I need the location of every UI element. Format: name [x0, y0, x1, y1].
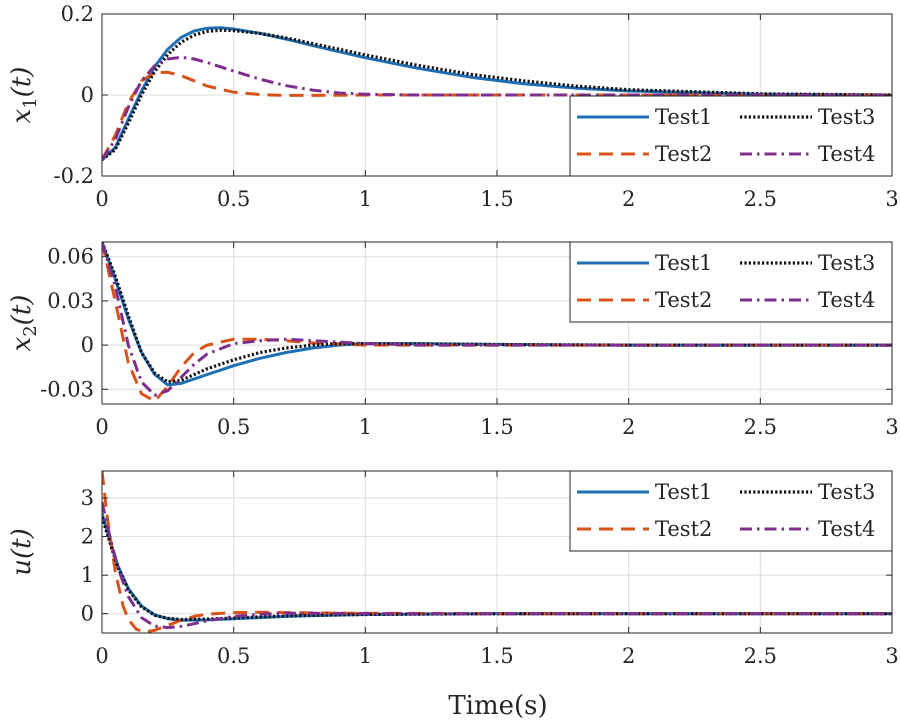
x-tick-label: 0.5: [217, 415, 250, 439]
x-tick-label: 2: [622, 187, 635, 211]
x-tick-label: 1.5: [480, 415, 513, 439]
x-tick-label: 2: [622, 644, 635, 668]
x-tick-label: 0: [95, 415, 108, 439]
legend-label-test1: Test1: [655, 251, 712, 275]
legend-label-test4: Test4: [818, 288, 875, 312]
y-tick-label: 0.06: [47, 245, 94, 269]
legend-label-test4: Test4: [818, 517, 875, 541]
y-label-symbol: x: [7, 336, 37, 351]
x-tick-label: 1: [359, 644, 372, 668]
x-tick-label: 1.5: [480, 187, 513, 211]
series-group: [102, 242, 892, 403]
x-axis-label: Time(s): [448, 691, 547, 721]
y-tick-label: 0: [81, 83, 94, 107]
x-tick-label: 0.5: [217, 187, 250, 211]
y-tick-label: 3: [81, 486, 94, 510]
y-label-symbol: u: [7, 559, 37, 576]
y-tick-label: -0.2: [54, 164, 95, 188]
subplot-x2: 0 0.5 1 1.5 2 2.5 3-0.0300.030.06x2(t)Test1Tes…: [7, 241, 899, 439]
series-line-test4: [102, 55, 892, 161]
x-tick-label: 3: [885, 644, 898, 668]
series-line-test3: [102, 242, 892, 384]
y-tick-label: 1: [81, 563, 94, 587]
legend-label-test3: Test3: [818, 480, 875, 504]
y-axis-label: x2(t): [7, 295, 41, 352]
y-label-argument: (t): [7, 67, 37, 98]
y-label-subscript: 1: [20, 97, 41, 108]
legend-label-test2: Test2: [655, 142, 712, 166]
legend-label-test4: Test4: [818, 142, 875, 166]
x-tick-label: 2.5: [744, 415, 777, 439]
subplot-u: 0 0.5 1 1.5 2 2.5 30123u(t)Test1Test2Test3Test…: [7, 470, 899, 668]
x-tick-label: 0.5: [217, 644, 250, 668]
legend-label-test2: Test2: [655, 517, 712, 541]
legend: Test1 Test2 Test3 Test4: [569, 241, 893, 323]
legend: Test1 Test2 Test3 Test4: [569, 470, 893, 552]
y-tick-label: -0.03: [40, 377, 94, 401]
series-group: [102, 471, 892, 633]
legend: Test1 Test2 Test3 Test4: [569, 95, 893, 177]
x-tick-label: 3: [885, 187, 898, 211]
x-tick-label: 2: [622, 415, 635, 439]
x-tick-label: 2.5: [744, 187, 777, 211]
y-tick-label: 0.03: [47, 289, 94, 313]
y-label-argument: (t): [7, 295, 37, 326]
legend-label-test1: Test1: [655, 480, 712, 504]
x-tick-label: 1.5: [480, 644, 513, 668]
y-label-symbol: x: [7, 108, 37, 123]
legend-box: [569, 470, 893, 552]
x-tick-label: 1: [359, 187, 372, 211]
legend-box: [569, 241, 893, 323]
x-tick-label: 0: [95, 187, 108, 211]
legend-label-test2: Test2: [655, 288, 712, 312]
series-line-test4: [102, 242, 892, 397]
y-axis-label: u(t): [7, 528, 37, 576]
x-tick-label: 0: [95, 644, 108, 668]
y-axis-label: x1(t): [7, 67, 41, 124]
series-line-test3: [102, 28, 892, 162]
y-tick-label: 0.2: [61, 2, 94, 26]
x-tick-label: 3: [885, 415, 898, 439]
y-label-argument: (t): [7, 528, 37, 559]
y-tick-label: 2: [81, 525, 94, 549]
legend-label-test3: Test3: [818, 251, 875, 275]
legend-label-test1: Test1: [655, 105, 712, 129]
legend-box: [569, 95, 893, 177]
subplot-x1: 0 0.5 1 1.5 2 2.5 3-0.200.2x1(t)Test1Test2Test…: [7, 2, 899, 211]
y-tick-label: 0: [81, 602, 94, 626]
y-tick-label: 0: [81, 333, 94, 357]
x-tick-label: 1: [359, 415, 372, 439]
y-label-subscript: 2: [20, 325, 41, 336]
x-tick-label: 2.5: [744, 644, 777, 668]
series-group: [102, 26, 892, 162]
legend-label-test3: Test3: [818, 105, 875, 129]
